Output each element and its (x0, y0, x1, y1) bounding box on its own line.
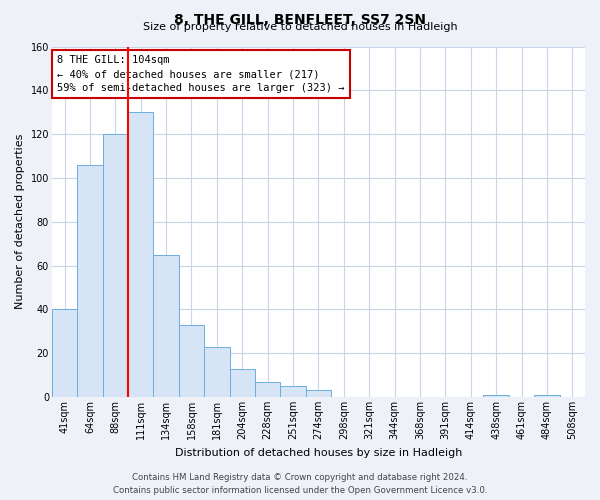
Bar (103, 134, 128, 397)
Bar (179, 324, 204, 397)
Bar (280, 386, 306, 397)
Bar (534, 395, 560, 397)
Bar (255, 382, 280, 397)
X-axis label: Distribution of detached houses by size in Hadleigh: Distribution of detached houses by size … (175, 448, 462, 458)
Text: Size of property relative to detached houses in Hadleigh: Size of property relative to detached ho… (143, 22, 457, 32)
Bar (484, 395, 509, 397)
Bar (230, 368, 255, 397)
Bar (77, 165, 103, 397)
Bar (306, 390, 331, 397)
Text: 8, THE GILL, BENFLEET, SS7 2SN: 8, THE GILL, BENFLEET, SS7 2SN (174, 12, 426, 26)
Y-axis label: Number of detached properties: Number of detached properties (15, 134, 25, 310)
Bar (52, 310, 77, 397)
Text: Contains HM Land Registry data © Crown copyright and database right 2024.
Contai: Contains HM Land Registry data © Crown c… (113, 473, 487, 495)
Bar (154, 254, 179, 397)
Bar (128, 112, 154, 397)
Text: 8 THE GILL: 104sqm
← 40% of detached houses are smaller (217)
59% of semi-detach: 8 THE GILL: 104sqm ← 40% of detached hou… (57, 56, 344, 94)
Bar (204, 346, 230, 397)
